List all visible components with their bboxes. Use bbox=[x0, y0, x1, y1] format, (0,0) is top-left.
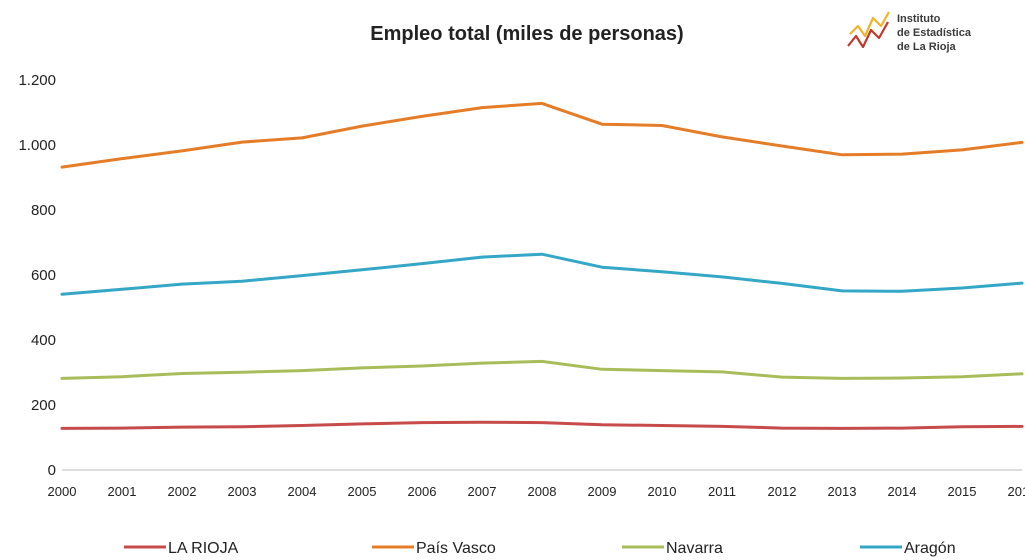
legend: LA RIOJA País Vasco Navarra Aragón bbox=[124, 540, 956, 557]
y-tick-label: 0 bbox=[48, 462, 56, 479]
series-line-navarra bbox=[60, 359, 1024, 380]
x-tick-label: 2016 bbox=[1008, 484, 1025, 499]
institute-logo: Instituto de Estadística de La Rioja bbox=[847, 11, 972, 53]
x-tick-label: 2011 bbox=[708, 484, 736, 499]
x-tick-label: 2003 bbox=[228, 484, 257, 499]
x-tick-label: 2007 bbox=[468, 484, 497, 499]
x-tick-label: 2010 bbox=[648, 484, 677, 499]
logo-line-3: de La Rioja bbox=[897, 41, 957, 53]
x-tick-label: 2001 bbox=[108, 484, 137, 499]
logo-line-1: Instituto bbox=[897, 13, 941, 25]
series-line-la-rioja bbox=[60, 420, 1024, 430]
x-tick-label: 2004 bbox=[288, 484, 317, 499]
x-tick-label: 2000 bbox=[48, 484, 77, 499]
chart-title: Empleo total (miles de personas) bbox=[370, 23, 683, 45]
legend-label: Navarra bbox=[666, 540, 723, 557]
series-line-pais-vasco bbox=[60, 101, 1024, 169]
y-tick-label: 400 bbox=[31, 332, 56, 349]
logo-mark-yellow bbox=[849, 11, 890, 38]
x-tick-label: 2012 bbox=[768, 484, 797, 499]
series-lines bbox=[60, 101, 1024, 430]
x-tick-label: 2008 bbox=[528, 484, 557, 499]
logo-line-2: de Estadística bbox=[897, 27, 972, 39]
y-tick-label: 200 bbox=[31, 397, 56, 414]
y-tick-label: 800 bbox=[31, 202, 56, 219]
logo-mark-red bbox=[847, 21, 889, 49]
x-axis-ticks: 2000 2001 2002 2003 2004 2005 2006 2007 2008 2009… bbox=[48, 484, 1025, 499]
legend-label: Aragón bbox=[904, 540, 956, 557]
y-tick-label: 1.200 bbox=[18, 72, 56, 89]
legend-label: LA RIOJA bbox=[168, 540, 239, 557]
x-tick-label: 2015 bbox=[948, 484, 977, 499]
y-tick-label: 600 bbox=[31, 267, 56, 284]
series-line-aragon bbox=[60, 252, 1024, 296]
x-tick-label: 2014 bbox=[888, 484, 917, 499]
x-tick-label: 2009 bbox=[588, 484, 617, 499]
y-tick-label: 1.000 bbox=[18, 137, 56, 154]
y-axis-ticks: 0 200 400 600 800 1.000 1.200 bbox=[18, 72, 56, 479]
x-tick-label: 2013 bbox=[828, 484, 857, 499]
x-tick-label: 2006 bbox=[408, 484, 437, 499]
x-tick-label: 2005 bbox=[348, 484, 377, 499]
legend-label: País Vasco bbox=[416, 540, 496, 557]
x-tick-label: 2002 bbox=[168, 484, 197, 499]
